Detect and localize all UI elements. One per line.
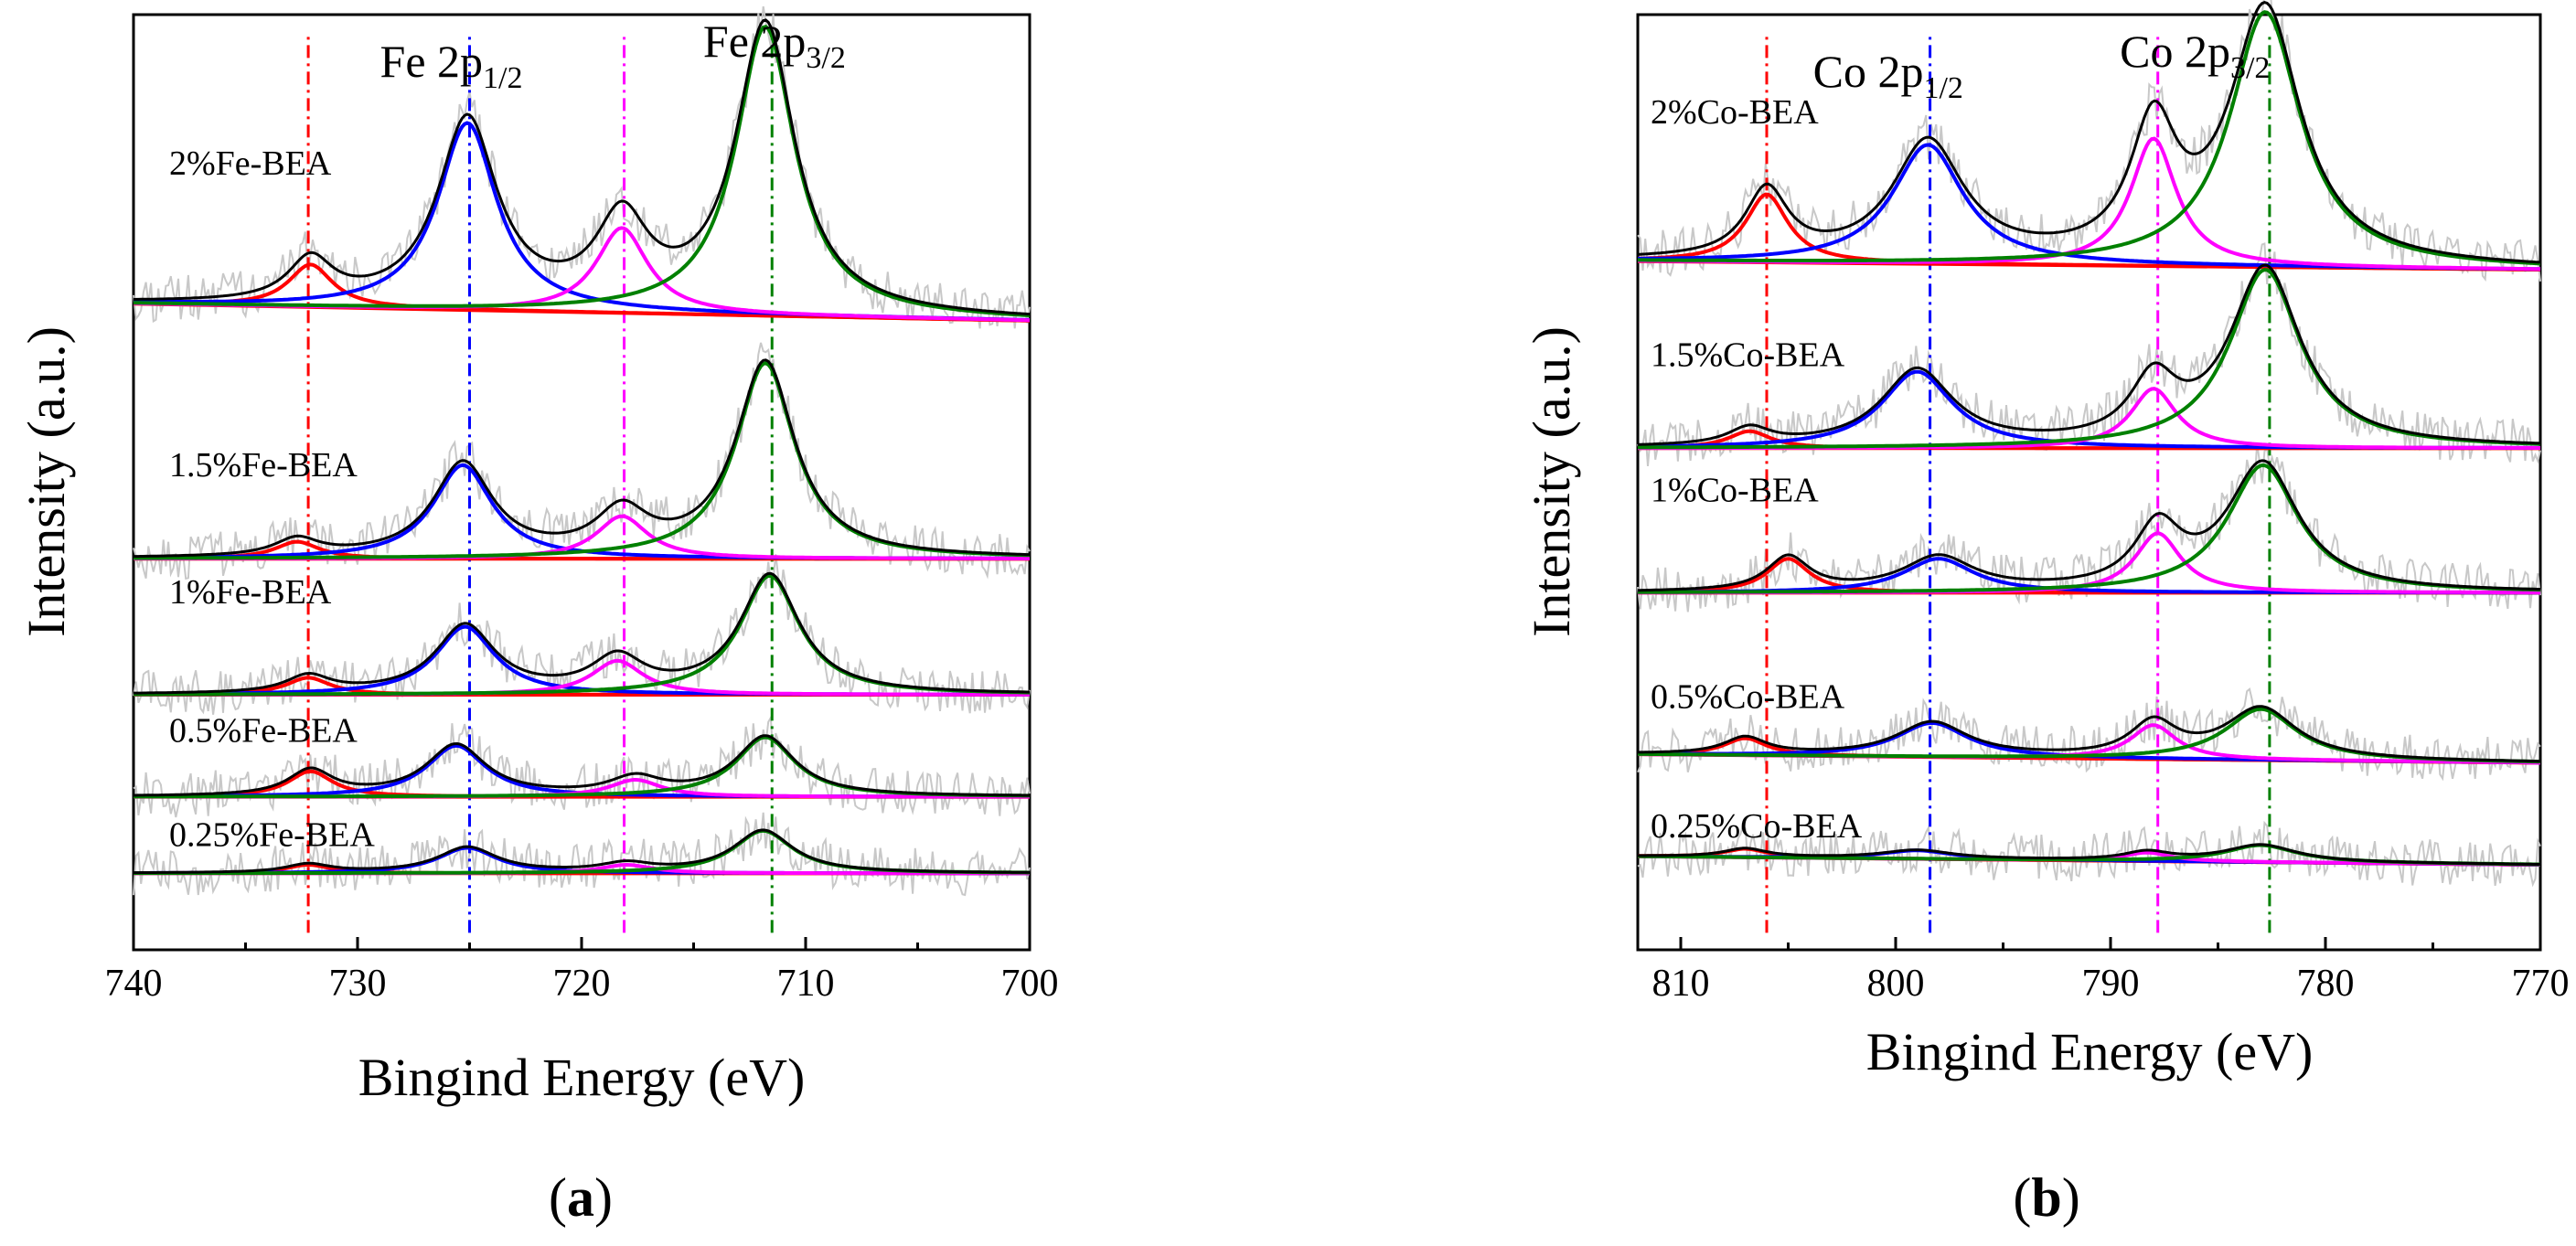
sample-label-2%Fe-BEA: 2%Fe-BEA xyxy=(169,144,332,183)
panel-b-x-axis-title: Bingind Energy (eV) xyxy=(1866,1022,2314,1081)
sample-label-1%Fe-BEA: 1%Fe-BEA xyxy=(169,573,332,612)
fit-peak-red-2%Fe-BEA xyxy=(134,262,1030,323)
peak-title-main-0: Fe 2p xyxy=(380,36,484,87)
panel-a-x-axis-title: Bingind Energy (eV) xyxy=(358,1048,806,1107)
peak-title-subscript-1: 3/2 xyxy=(2230,51,2270,85)
x-tick-label-790: 790 xyxy=(2082,963,2140,1005)
peak-title-main-0: Co 2p xyxy=(1813,46,1924,97)
peak-title-subscript-0: 1/2 xyxy=(1923,71,1962,105)
fit-envelope-0.25%Co-BEA xyxy=(1638,843,2541,866)
raw-spectrum-1%Co-BEA xyxy=(1637,442,2541,612)
sample-label-0.5%Co-BEA: 0.5%Co-BEA xyxy=(1651,677,1845,716)
panel-b-peak-titles: Co 2p1/2Co 2p3/2 xyxy=(1813,26,2271,105)
x-tick-label-700: 700 xyxy=(1001,963,1059,1005)
sample-label-0.25%Co-BEA: 0.25%Co-BEA xyxy=(1651,807,1863,846)
x-tick-label-720: 720 xyxy=(553,963,611,1005)
x-tick-label-810: 810 xyxy=(1652,963,1710,1005)
panel-a-chart: 740 730 720 710 700 2%Fe-BEA 1.5%Fe-BEA 1%Fe-B… xyxy=(16,5,1059,1228)
fit-envelope-2%Fe-BEA xyxy=(134,18,1031,316)
panel-b-y-axis-title: Intensity (a.u.) xyxy=(1522,326,1581,637)
fit-peak-green-0.5%Co-BEA xyxy=(1637,707,2540,764)
peak-title-0: Co 2p1/2 xyxy=(1813,46,1963,105)
sample-label-1%Co-BEA: 1%Co-BEA xyxy=(1651,471,1819,509)
panel-b-fit-curves xyxy=(1637,1,2541,867)
fit-envelope-2%Co-BEA xyxy=(1637,1,2541,264)
peak-title-0: Fe 2p1/2 xyxy=(380,36,523,95)
fit-peak-green-2%Co-BEA xyxy=(1638,10,2541,266)
sample-label-2%Co-BEA: 2%Co-BEA xyxy=(1651,93,1819,132)
x-tick-label-730: 730 xyxy=(329,963,387,1005)
peak-title-subscript-1: 3/2 xyxy=(806,41,845,75)
panel-a-caption-letter: a xyxy=(567,1167,594,1228)
panel-b-plot-frame xyxy=(1636,13,2542,952)
x-tick-label-770: 770 xyxy=(2512,963,2570,1005)
panel-b-caption: (b) xyxy=(2013,1167,2079,1228)
panel-b-caption-letter: b xyxy=(2031,1167,2061,1228)
x-tick-label-710: 710 xyxy=(777,963,835,1005)
raw-spectrum-0.25%Fe-BEA xyxy=(133,812,1031,897)
raw-spectrum-1%Fe-BEA xyxy=(133,554,1031,715)
x-tick-label-800: 800 xyxy=(1867,963,1925,1005)
panel-a-caption: (a) xyxy=(549,1167,613,1228)
fit-envelope-0.25%Fe-BEA xyxy=(134,828,1030,875)
raw-spectrum-2%Co-BEA xyxy=(1637,0,2541,282)
panel-a-sample-labels: 2%Fe-BEA 1.5%Fe-BEA 1%Fe-BEA 0.5%Fe-BEA 0.25… xyxy=(169,144,375,854)
sample-label-1.5%Co-BEA: 1.5%Co-BEA xyxy=(1651,335,1845,374)
panel-b-x-axis: 810 800 790 780 770 xyxy=(1652,937,2570,1005)
peak-title-subscript-0: 1/2 xyxy=(483,61,522,95)
raw-spectrum-2%Fe-BEA xyxy=(133,5,1031,329)
panel-b-chart: 810 800 790 780 770 2%Co-BEA 1.5%Co-BEA 1%Co-B… xyxy=(1522,0,2570,1228)
sample-label-1.5%Fe-BEA: 1.5%Fe-BEA xyxy=(169,446,358,485)
panel-a-peak-titles: Fe 2p1/2Fe 2p3/2 xyxy=(380,16,846,95)
fit-envelope-0.5%Fe-BEA xyxy=(134,734,1031,797)
fit-envelope-1.5%Fe-BEA xyxy=(134,358,1030,559)
panel-a-fit-curves xyxy=(133,18,1031,876)
peak-title-1: Co 2p3/2 xyxy=(2120,26,2270,85)
sample-label-0.5%Fe-BEA: 0.5%Fe-BEA xyxy=(169,712,358,751)
panel-a-reference-lines xyxy=(306,31,774,933)
fit-envelope-1%Fe-BEA xyxy=(134,571,1030,695)
x-tick-label-740: 740 xyxy=(105,963,163,1005)
peak-title-main-1: Co 2p xyxy=(2120,26,2230,77)
fit-peak-green-1.5%Co-BEA xyxy=(1638,268,2540,450)
panel-a-y-axis-title: Intensity (a.u.) xyxy=(16,326,76,637)
x-tick-label-780: 780 xyxy=(2297,963,2355,1005)
fit-envelope-0.5%Co-BEA xyxy=(1638,705,2540,763)
fit-peak-green-2%Fe-BEA xyxy=(134,24,1031,318)
panel-b-reference-lines xyxy=(1765,31,2271,933)
panel-b-sample-labels: 2%Co-BEA 1.5%Co-BEA 1%Co-BEA 0.5%Co-BEA 0.25… xyxy=(1651,93,1863,846)
peak-title-main-1: Fe 2p xyxy=(703,16,807,67)
sample-label-0.25%Fe-BEA: 0.25%Fe-BEA xyxy=(169,815,375,854)
panel-a-x-axis: 740 730 720 710 700 xyxy=(105,937,1059,1005)
fit-envelope-1.5%Co-BEA xyxy=(1637,263,2541,446)
peak-title-1: Fe 2p3/2 xyxy=(703,16,846,75)
fit-envelope-1%Co-BEA xyxy=(1637,459,2540,592)
